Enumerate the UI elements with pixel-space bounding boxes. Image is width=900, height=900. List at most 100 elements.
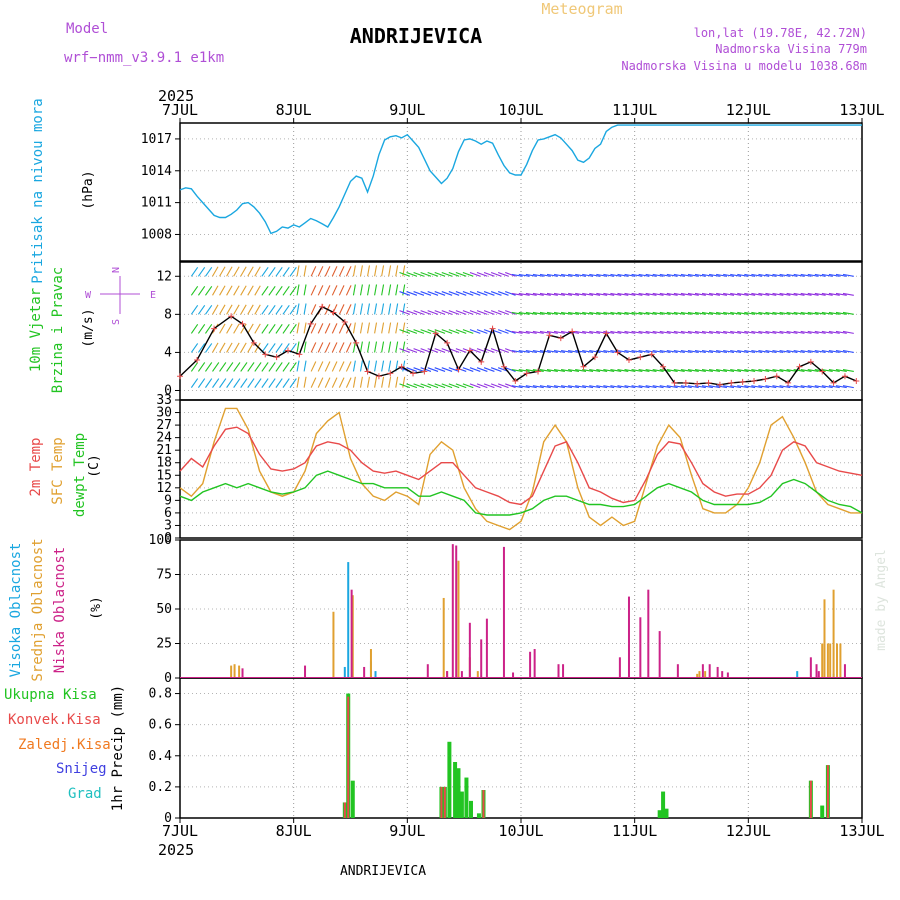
wind-barb: [240, 342, 247, 353]
footer-title: ANDRIJEVICA: [340, 864, 426, 879]
high-cloud-bar: [796, 671, 799, 678]
wind-barb: [842, 368, 854, 372]
wind-barb: [402, 303, 406, 315]
wind-barb: [282, 324, 290, 334]
wind-barb: [399, 329, 411, 334]
wind-barb: [582, 311, 594, 315]
high-cloud-bar: [343, 666, 346, 678]
wind-barb: [388, 341, 392, 353]
wind-gust-marker: [444, 339, 451, 346]
wind-barb: [596, 273, 608, 277]
wind-barb: [835, 273, 847, 277]
wind-barb: [441, 291, 453, 296]
wind-barb: [395, 303, 399, 315]
compass-east: E: [150, 290, 156, 301]
wind-barb: [631, 385, 643, 389]
wind-barb: [483, 310, 495, 315]
wind-barb: [807, 385, 819, 389]
wind-barb: [779, 273, 791, 277]
wind-barb: [680, 330, 692, 334]
wind-barb: [359, 265, 363, 277]
wind-barb: [226, 362, 234, 372]
conv-precip-bar: [809, 780, 812, 818]
wind-barb: [381, 341, 385, 353]
wind-barb: [624, 311, 636, 315]
wind-gust-marker: [319, 303, 326, 310]
pressure-unit: (hPa): [81, 170, 96, 209]
y-tick-label: 1017: [141, 132, 172, 147]
wind-barb: [345, 377, 352, 388]
wind-barb: [212, 285, 219, 296]
wind-speed-line: [179, 305, 857, 386]
wind-barb: [441, 383, 453, 389]
wind-barb: [821, 311, 833, 315]
wind-barb: [324, 323, 331, 334]
wind-barb: [793, 273, 805, 277]
wind-barb: [842, 311, 854, 315]
wind-barb: [303, 376, 307, 388]
wind-barb: [765, 311, 777, 315]
wind-gust-marker: [773, 373, 780, 380]
wind-barb: [455, 383, 467, 389]
wind-barb: [730, 330, 742, 334]
wind-gust-marker: [296, 351, 303, 358]
wind-barb: [737, 273, 749, 277]
wind-barb: [367, 284, 371, 296]
wind-barb: [212, 342, 219, 353]
wind-barb: [842, 273, 854, 277]
wind-barb: [303, 322, 307, 334]
pressure-ylabel: Pritisak na nivou mora: [30, 98, 46, 283]
wind-ylabel-sub: Brzina i Pravac: [50, 267, 66, 393]
wind-barb: [352, 376, 356, 388]
total-precip-bar: [350, 780, 355, 818]
low-cloud-bar: [639, 617, 642, 678]
wind-unit: (m/s): [81, 308, 96, 347]
wind-barb: [289, 378, 297, 388]
wind-barb: [772, 273, 784, 277]
wind-barb: [765, 330, 777, 334]
wind-barb: [240, 266, 247, 277]
wind-barb: [331, 285, 338, 296]
wind-barb: [413, 367, 425, 372]
wind-gust-marker: [284, 347, 291, 354]
legend-frozen-precip: Zaledj.Kisa: [18, 737, 111, 753]
wind-barb: [772, 330, 784, 334]
wind-barb: [420, 348, 432, 353]
wind-barb: [469, 310, 481, 315]
wind-barb: [345, 285, 352, 296]
wind-barb: [779, 311, 791, 315]
wind-barb: [779, 292, 791, 296]
x-tick-label-top: 13JUL: [839, 101, 884, 119]
wind-barb: [268, 324, 276, 334]
wind-barb: [631, 311, 643, 315]
wind-barb: [828, 292, 840, 296]
wind-gust-marker: [523, 370, 530, 377]
low-cloud-bar: [485, 618, 488, 678]
wind-barb: [617, 385, 629, 389]
wind-barb: [694, 292, 706, 296]
mid-cloud-bar: [369, 649, 372, 678]
wind-barb: [758, 385, 770, 389]
wind-barb: [842, 330, 854, 334]
wind-barb: [413, 291, 425, 296]
wind-barb: [190, 305, 199, 315]
wind-barb: [589, 311, 601, 315]
wind-barb: [490, 310, 502, 315]
wind-barb: [603, 349, 615, 353]
wind-barb: [296, 341, 300, 353]
wind-barb: [434, 310, 446, 315]
wind-barb: [324, 266, 331, 277]
wind-gust-marker: [489, 325, 496, 332]
wind-barb: [268, 378, 276, 388]
wind-barb: [497, 348, 509, 353]
wind-barb: [282, 378, 290, 388]
watermark: made by Angel: [874, 549, 889, 651]
x-tick-label-top: 8JUL: [276, 101, 312, 119]
wind-barb: [254, 378, 262, 388]
wind-barb: [631, 292, 643, 296]
mid-cloud-bar: [442, 597, 445, 678]
wind-barb: [233, 378, 241, 388]
wind-barb: [331, 377, 338, 388]
wind-barb: [582, 385, 594, 389]
wind-barb: [596, 292, 608, 296]
